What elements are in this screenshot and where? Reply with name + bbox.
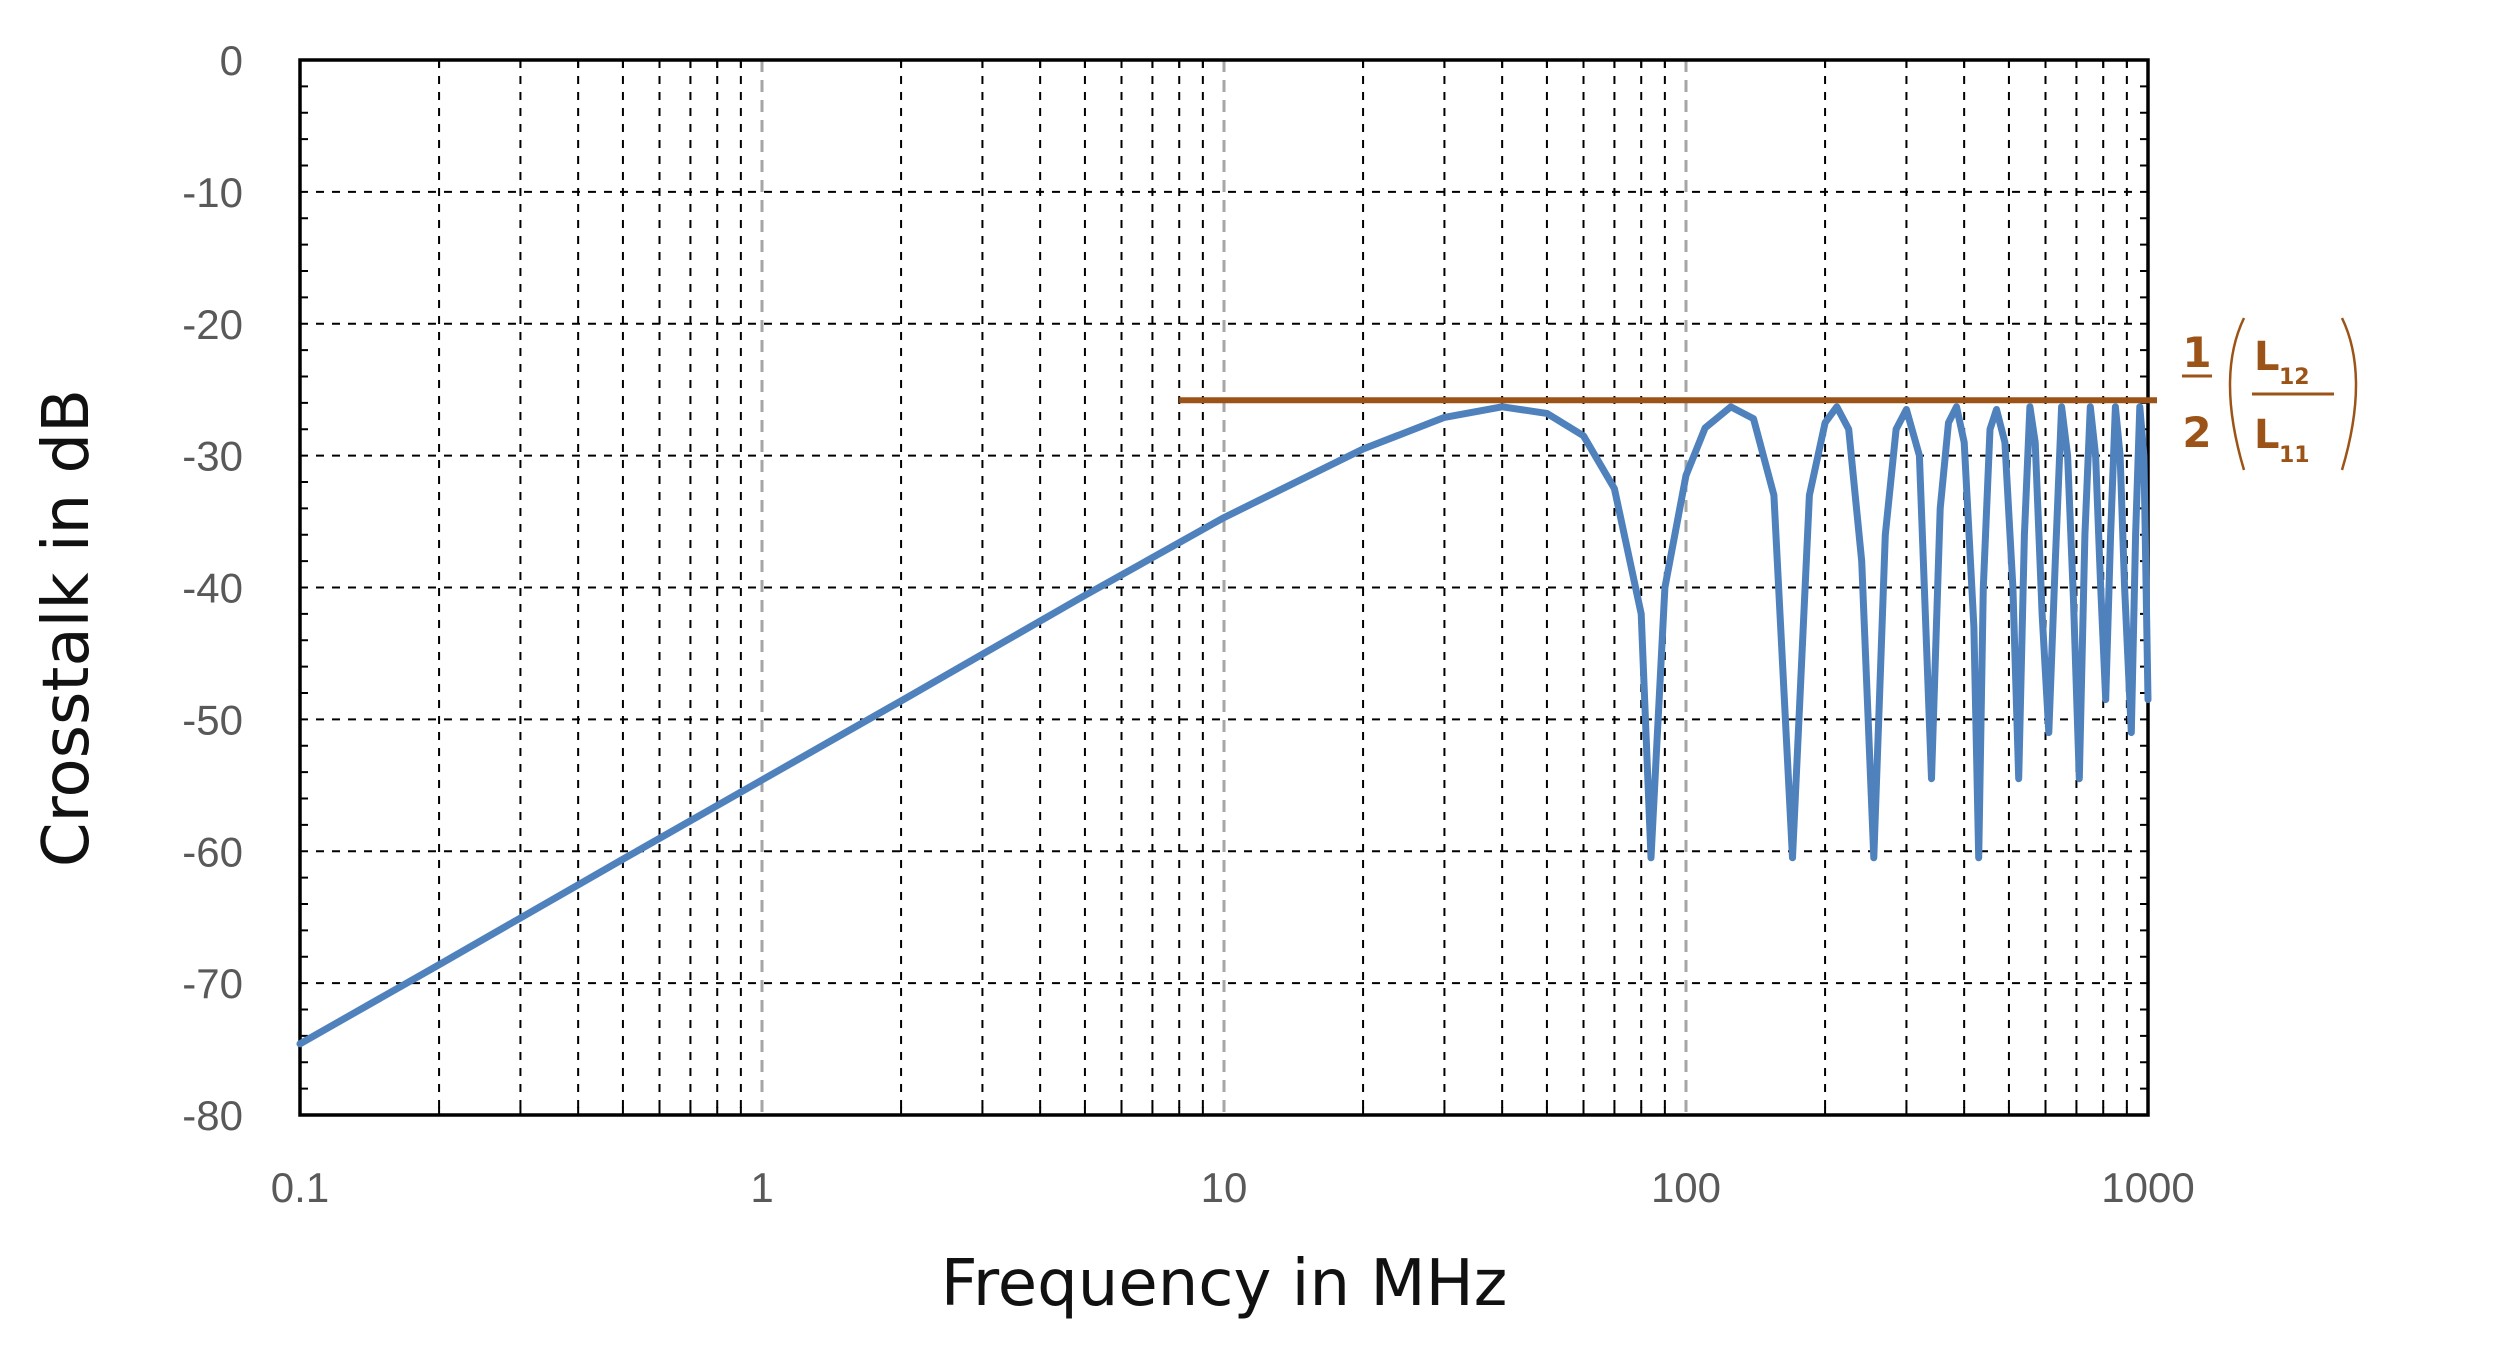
- formula-right-paren: [2340, 317, 2358, 471]
- y-tick-label: -20: [182, 301, 243, 348]
- y-tick-label: -40: [182, 565, 243, 612]
- series-layer: [296, 403, 2152, 1048]
- x-tick-label: 0.1: [271, 1164, 329, 1211]
- x-axis-title: Frequency in MHz: [941, 1247, 1508, 1321]
- formula-top-subscript: 12: [2279, 365, 2310, 390]
- crosstalk-curve: [296, 403, 2152, 1048]
- y-tick-label: -50: [182, 696, 243, 743]
- x-tick-label: 100: [1651, 1164, 1721, 1211]
- limit-formula: 1 2 L 12 L 11: [2182, 317, 2358, 471]
- y-tick-label: -10: [182, 169, 243, 216]
- x-tick-label: 1: [750, 1164, 773, 1211]
- grid: [300, 60, 2148, 1115]
- x-tick-label: 1000: [2101, 1164, 2194, 1211]
- y-axis-tick-labels: 0 -10 -20 -30 -40 -50 -60 -70 -80: [182, 37, 243, 1139]
- y-tick-label: -80: [182, 1092, 243, 1139]
- formula-top-l: L: [2254, 334, 2280, 380]
- formula-left-paren: [2228, 317, 2246, 471]
- formula-numerator: 1: [2182, 328, 2211, 377]
- formula-bottom-l: L: [2254, 412, 2280, 458]
- y-tick-label: -30: [182, 433, 243, 480]
- y-tick-label: -60: [182, 828, 243, 875]
- formula-bottom-subscript: 11: [2279, 443, 2310, 468]
- x-axis-tick-labels: 0.1 1 10 100 1000: [271, 1164, 2195, 1211]
- y-axis-title: Crosstalk in dB: [30, 389, 104, 867]
- annotation-layer: 1 2 L 12 L 11: [1179, 317, 2358, 471]
- y-tick-label: 0: [220, 37, 243, 84]
- formula-denominator: 2: [2182, 408, 2211, 457]
- x-tick-label: 10: [1201, 1164, 1248, 1211]
- y-tick-label: -70: [182, 960, 243, 1007]
